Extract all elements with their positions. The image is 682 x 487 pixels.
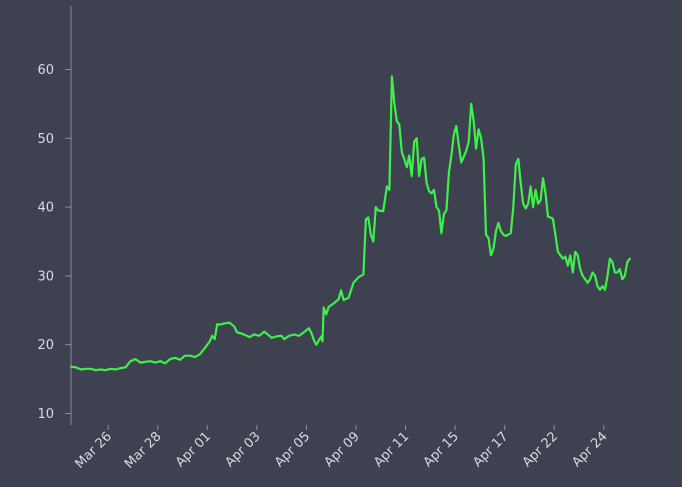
x-tick-label: Apr 24 [569, 429, 610, 470]
series-line [69, 75, 631, 372]
x-tick-label: Apr 05 [272, 429, 313, 470]
x-axis-ticks: Mar 26 Mar 28 Apr 01 Apr 03 Apr 05 Apr 09 Apr … [72, 425, 611, 472]
x-tick-label: Apr 03 [223, 429, 264, 470]
x-tick-label: Mar 26 [72, 429, 115, 472]
x-tick-label: Apr 11 [371, 429, 412, 470]
x-tick-label: Apr 17 [470, 429, 511, 470]
x-tick-label: Mar 28 [122, 429, 165, 472]
y-tick-label: 50 [37, 132, 54, 147]
y-tick-label: 60 [37, 63, 54, 78]
x-tick-label: Apr 22 [520, 429, 561, 470]
x-tick-label: Apr 15 [421, 429, 462, 470]
y-tick-label: 30 [37, 269, 54, 284]
x-tick-label: Apr 01 [173, 429, 214, 470]
x-tick-label: Apr 09 [322, 429, 363, 470]
y-axis-ticks: 10 20 30 40 50 60 [37, 63, 71, 422]
y-tick-label: 10 [37, 407, 54, 422]
y-tick-label: 20 [37, 338, 54, 353]
y-tick-label: 40 [37, 201, 54, 216]
plot-area [69, 75, 631, 372]
